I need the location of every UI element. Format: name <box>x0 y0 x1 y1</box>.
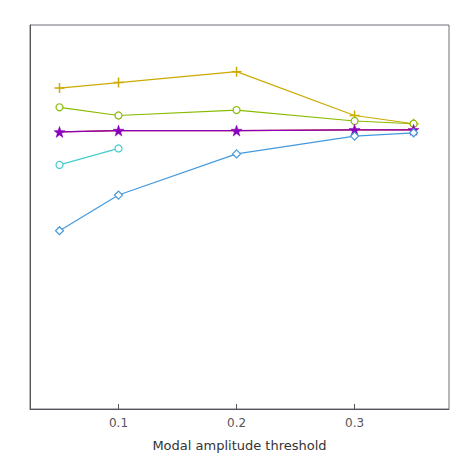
svg-text:0.1: 0.1 <box>109 416 128 430</box>
svg-text:Modal amplitude threshold: Modal amplitude threshold <box>152 438 326 453</box>
svg-text:0.3: 0.3 <box>345 416 364 430</box>
svg-text:0.2: 0.2 <box>227 416 246 430</box>
